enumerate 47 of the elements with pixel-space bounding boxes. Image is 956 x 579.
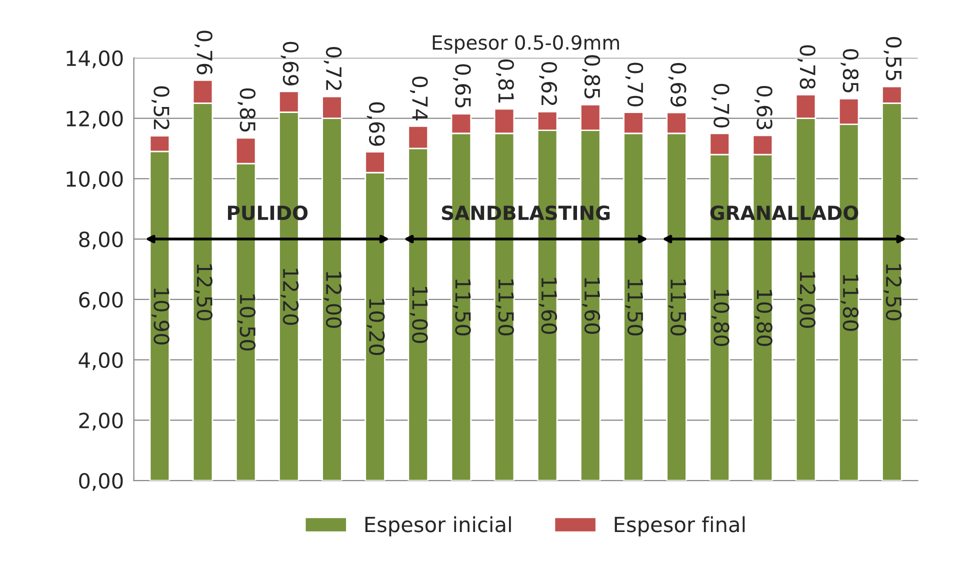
data-label: 10,50 (238, 294, 256, 351)
legend-label: Espesor final (614, 516, 745, 536)
data-label: 11,50 (625, 279, 644, 336)
data-label: 0,76 (194, 30, 212, 74)
data-label: 0,81 (496, 59, 514, 102)
data-label: 0,69 (366, 102, 385, 146)
data-label: 0,63 (754, 86, 772, 130)
data-label: 0,69 (280, 42, 299, 86)
y-tick-label: 6,00 (79, 292, 123, 310)
data-label: 0,78 (798, 45, 816, 89)
data-label: 12,50 (884, 264, 902, 320)
chart-title: Espesor 0.5-0.9mm (432, 35, 619, 54)
data-label: 11,50 (496, 279, 514, 336)
data-label: 0,70 (625, 62, 644, 106)
data-label: 0,52 (152, 86, 170, 130)
y-tick-label: 8,00 (79, 231, 123, 250)
data-label: 0,74 (410, 76, 428, 120)
data-label: 10,80 (711, 290, 730, 346)
data-label: 0,85 (840, 49, 859, 92)
data-label: 10,80 (754, 290, 772, 346)
data-label: 0,85 (582, 55, 600, 98)
data-label: 12,20 (280, 268, 299, 325)
data-label: 0,85 (238, 88, 256, 132)
data-label: 11,80 (840, 274, 859, 331)
data-label: 0,55 (884, 37, 902, 80)
data-label: 12,00 (324, 272, 342, 328)
y-tick-label: 12,00 (66, 110, 123, 129)
y-tick-label: 14,00 (66, 50, 123, 68)
data-label: 11,60 (539, 278, 558, 334)
data-label: 0,62 (539, 62, 558, 106)
data-label: 12,00 (798, 272, 816, 328)
data-label: 10,20 (366, 299, 385, 356)
y-tick-label: 4,00 (78, 352, 123, 370)
data-label: 12,50 (194, 264, 212, 320)
y-tick-label: 2,00 (79, 412, 123, 431)
data-label: 11,50 (668, 279, 686, 336)
data-label: 0,69 (668, 63, 686, 107)
data-label: 11,60 (582, 278, 600, 334)
data-label: 11,50 (453, 279, 471, 336)
data-label: 11,00 (410, 286, 428, 343)
data-label: 0,72 (324, 47, 342, 90)
legend-label: Espesor inicial (365, 516, 511, 536)
data-label: 0,70 (711, 84, 730, 128)
data-label: 10,90 (152, 288, 170, 344)
y-tick-label: 10,00 (66, 171, 123, 189)
y-tick-label: 0,00 (79, 473, 123, 491)
data-label: 0,65 (453, 64, 471, 108)
